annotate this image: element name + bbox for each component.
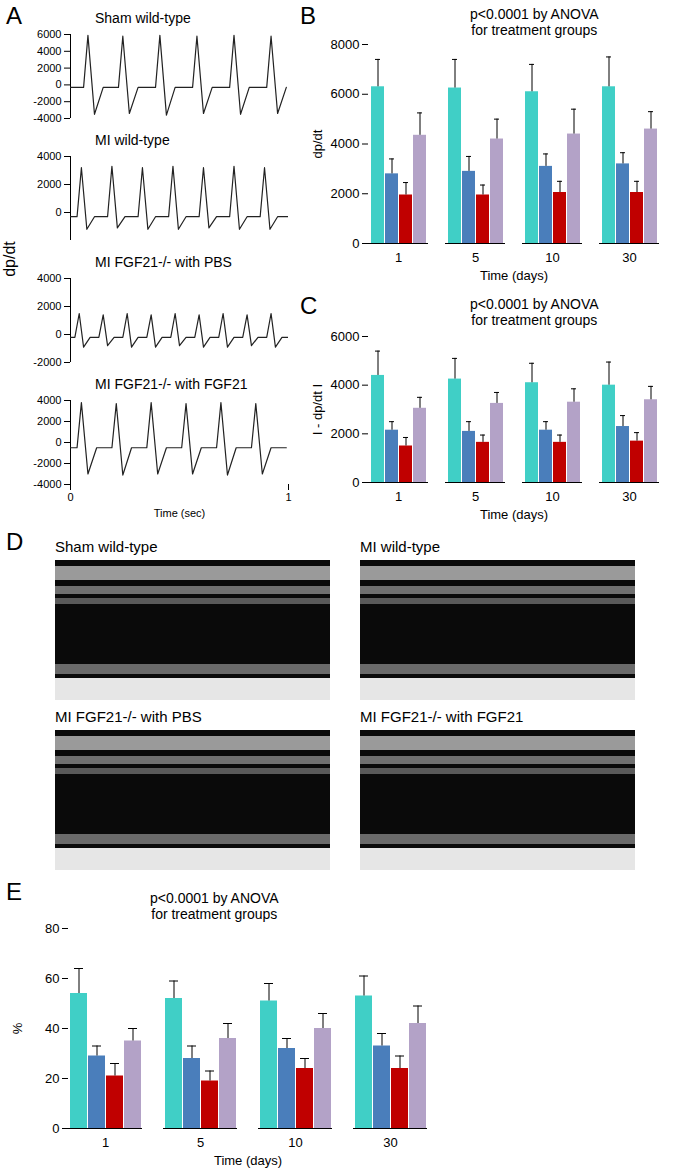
html-text:D: D — [6, 528, 24, 555]
svg-text:%: % — [10, 1022, 25, 1034]
svg-text:2000: 2000 — [37, 62, 61, 74]
html-text:MI wild-type: MI wild-type — [95, 132, 170, 148]
svg-text:10: 10 — [288, 1135, 302, 1150]
svg-text:20: 20 — [45, 1071, 59, 1086]
svg-text:8000: 8000 — [331, 37, 360, 52]
svg-text:5: 5 — [197, 1135, 204, 1150]
svg-text:10: 10 — [545, 489, 559, 504]
svg-text:30: 30 — [622, 250, 636, 265]
html-text:E: E — [6, 878, 22, 905]
svg-text:-4000: -4000 — [33, 478, 61, 490]
svg-text:0: 0 — [55, 78, 61, 90]
svg-text:2000: 2000 — [37, 415, 61, 427]
svg-text:1: 1 — [102, 1135, 109, 1150]
svg-text:I - dp/dt I: I - dp/dt I — [310, 384, 325, 435]
html-text:C: C — [300, 292, 318, 319]
svg-text:Time (days): Time (days) — [480, 268, 548, 283]
svg-text:0: 0 — [352, 236, 359, 251]
svg-text:5: 5 — [472, 489, 479, 504]
html-text:Sham wild-type: Sham wild-type — [55, 538, 158, 555]
svg-text:4000: 4000 — [331, 377, 360, 392]
svg-text:Time (days): Time (days) — [480, 507, 548, 522]
svg-text:4000: 4000 — [37, 150, 61, 162]
svg-text:0: 0 — [55, 328, 61, 340]
html-text:MI FGF21-/- with PBS: MI FGF21-/- with PBS — [95, 254, 232, 270]
html-text:MI FGF21-/- with PBS: MI FGF21-/- with PBS — [55, 708, 202, 725]
svg-text:6000: 6000 — [331, 86, 360, 101]
svg-text:30: 30 — [383, 1135, 397, 1150]
svg-text:0: 0 — [352, 475, 359, 490]
svg-text:0: 0 — [55, 436, 61, 448]
html-text:A: A — [6, 2, 22, 29]
svg-text:2000: 2000 — [37, 300, 61, 312]
svg-text:4000: 4000 — [37, 45, 61, 57]
svg-text:Time (days): Time (days) — [214, 1153, 282, 1168]
svg-text:Time (sec): Time (sec) — [154, 507, 206, 519]
svg-text:-2000: -2000 — [33, 95, 61, 107]
svg-text:dp/dt: dp/dt — [310, 129, 325, 158]
svg-text:2000: 2000 — [331, 186, 360, 201]
html-text:p<0.0001 by ANOVA for treatmen: p<0.0001 by ANOVA for treatment groups — [470, 6, 599, 38]
svg-text:6000: 6000 — [331, 329, 360, 344]
svg-text:-2000: -2000 — [33, 356, 61, 368]
svg-text:4000: 4000 — [37, 272, 61, 284]
html-text:MI FGF21-/- with FGF21: MI FGF21-/- with FGF21 — [95, 376, 248, 392]
svg-text:40: 40 — [45, 1021, 59, 1036]
html-text:dp/dt: dp/dt — [0, 241, 18, 277]
svg-text:-4000: -4000 — [33, 112, 61, 124]
svg-text:0: 0 — [67, 491, 73, 503]
svg-text:1: 1 — [395, 489, 402, 504]
svg-text:2000: 2000 — [331, 426, 360, 441]
svg-text:60: 60 — [45, 971, 59, 986]
svg-text:2000: 2000 — [37, 178, 61, 190]
html-text:MI wild-type: MI wild-type — [360, 538, 440, 555]
html-text:Sham wild-type: Sham wild-type — [95, 10, 191, 26]
svg-text:5: 5 — [472, 250, 479, 265]
svg-text:-2000: -2000 — [33, 457, 61, 469]
svg-text:4000: 4000 — [331, 136, 360, 151]
html-text:B: B — [300, 2, 316, 29]
svg-text:80: 80 — [45, 921, 59, 936]
svg-text:10: 10 — [545, 250, 559, 265]
svg-text:1: 1 — [285, 491, 291, 503]
svg-text:0: 0 — [55, 206, 61, 218]
svg-text:30: 30 — [622, 489, 636, 504]
html-text:MI FGF21-/- with FGF21: MI FGF21-/- with FGF21 — [360, 708, 524, 725]
svg-text:1: 1 — [395, 250, 402, 265]
html-text:p<0.0001 by ANOVA for treatmen: p<0.0001 by ANOVA for treatment groups — [470, 296, 599, 328]
svg-text:4000: 4000 — [37, 394, 61, 406]
svg-text:0: 0 — [52, 1121, 59, 1136]
html-text:p<0.0001 by ANOVA for treatmen: p<0.0001 by ANOVA for treatment groups — [150, 890, 279, 922]
svg-text:6000: 6000 — [37, 28, 61, 40]
